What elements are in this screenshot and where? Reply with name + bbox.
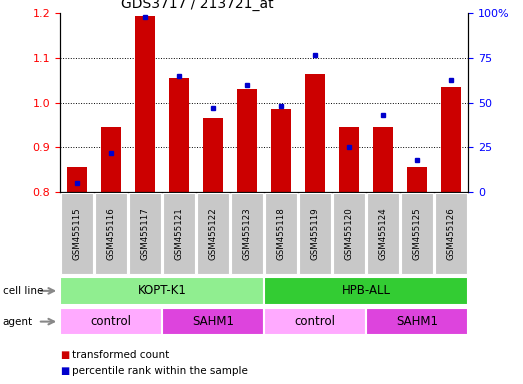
Text: SAHM1: SAHM1	[192, 315, 234, 328]
Text: GSM455125: GSM455125	[413, 207, 422, 260]
Bar	[366, 308, 468, 336]
Bar	[407, 167, 427, 192]
Bar	[367, 193, 400, 274]
Bar	[271, 109, 291, 192]
Bar	[60, 308, 162, 336]
Bar	[435, 193, 468, 274]
Text: control: control	[90, 315, 132, 328]
Text: GSM455121: GSM455121	[175, 207, 184, 260]
Bar	[60, 277, 264, 305]
Text: transformed count: transformed count	[72, 350, 169, 360]
Text: GSM455122: GSM455122	[209, 207, 218, 260]
Text: GSM455115: GSM455115	[73, 207, 82, 260]
Text: control: control	[294, 315, 336, 328]
Bar	[441, 87, 461, 192]
Bar	[237, 89, 257, 192]
Bar	[61, 193, 94, 274]
Text: GSM455117: GSM455117	[141, 207, 150, 260]
Bar	[162, 308, 264, 336]
Bar	[339, 127, 359, 192]
Bar	[67, 167, 87, 192]
Bar	[333, 193, 366, 274]
Text: GSM455116: GSM455116	[107, 207, 116, 260]
Text: percentile rank within the sample: percentile rank within the sample	[72, 366, 247, 376]
Bar	[264, 308, 366, 336]
Text: ■: ■	[60, 366, 70, 376]
Text: GSM455120: GSM455120	[345, 207, 354, 260]
Text: GSM455126: GSM455126	[447, 207, 456, 260]
Text: agent: agent	[3, 317, 33, 327]
Bar	[401, 193, 434, 274]
Bar	[305, 74, 325, 192]
Bar	[169, 78, 189, 192]
Bar	[101, 127, 121, 192]
Bar	[231, 193, 264, 274]
Bar	[163, 193, 196, 274]
Bar	[95, 193, 128, 274]
Text: SAHM1: SAHM1	[396, 315, 438, 328]
Text: GSM455124: GSM455124	[379, 207, 388, 260]
Text: GSM455119: GSM455119	[311, 207, 320, 260]
Bar	[299, 193, 332, 274]
Text: HPB-ALL: HPB-ALL	[342, 285, 391, 297]
Text: cell line: cell line	[3, 286, 43, 296]
Text: GSM455123: GSM455123	[243, 207, 252, 260]
Text: GSM455118: GSM455118	[277, 207, 286, 260]
Text: ■: ■	[60, 350, 70, 360]
Bar	[264, 277, 468, 305]
Text: GDS3717 / 213721_at: GDS3717 / 213721_at	[121, 0, 274, 11]
Bar	[373, 127, 393, 192]
Text: KOPT-K1: KOPT-K1	[138, 285, 187, 297]
Bar	[203, 118, 223, 192]
Bar	[265, 193, 298, 274]
Bar	[129, 193, 162, 274]
Bar	[135, 16, 155, 192]
Bar	[197, 193, 230, 274]
